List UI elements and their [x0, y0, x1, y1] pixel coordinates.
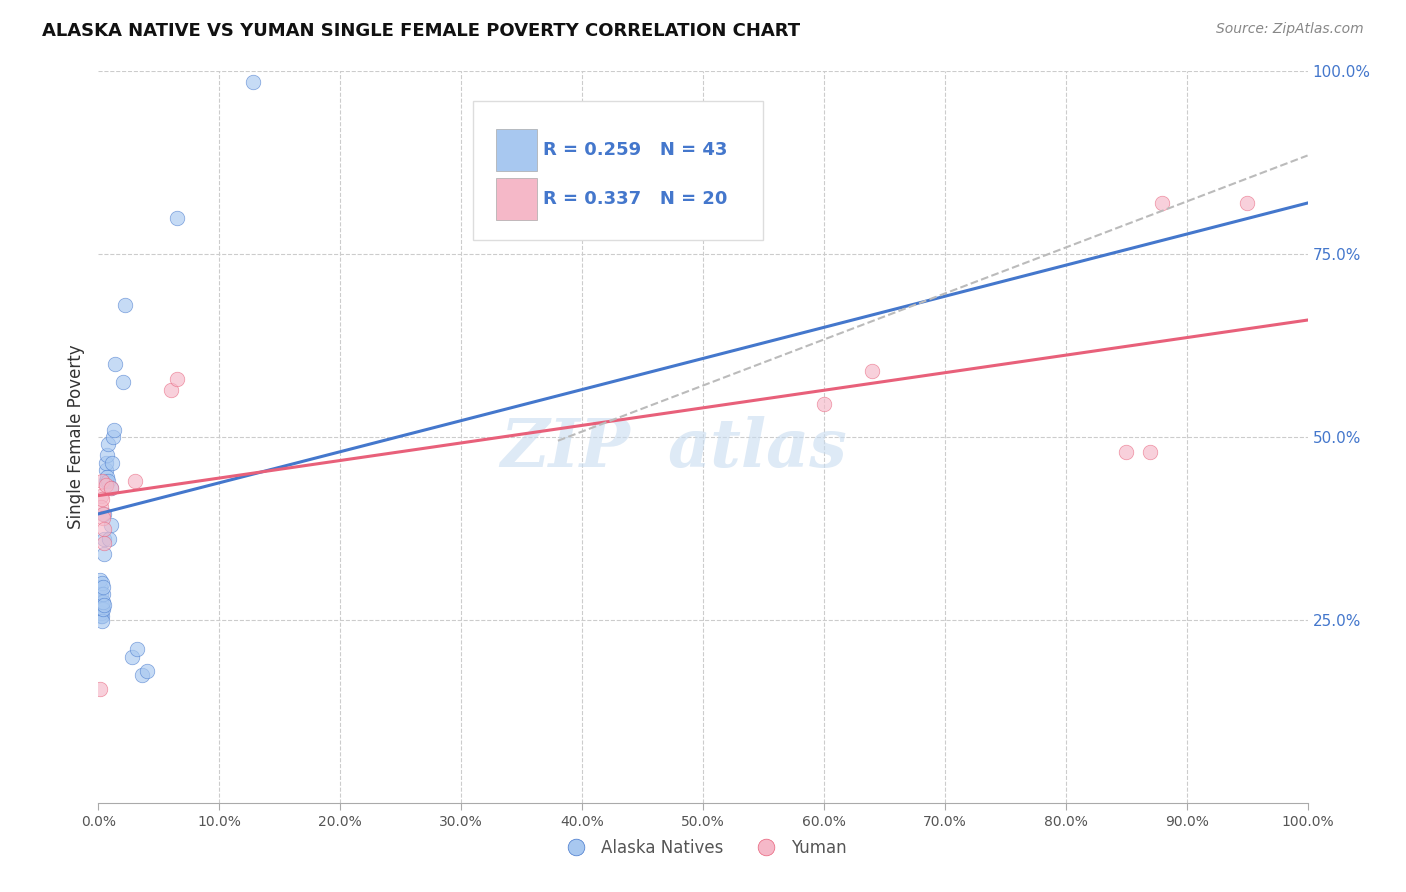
- Point: [97, 474, 120, 488]
- Point: [94, 474, 117, 488]
- Point: [90, 489, 112, 503]
- Point: [100, 456, 122, 470]
- Point: [91, 602, 114, 616]
- Point: [101, 430, 124, 444]
- Point: [100, 517, 122, 532]
- Point: [1115, 444, 1137, 458]
- FancyBboxPatch shape: [496, 129, 537, 171]
- Point: [93, 599, 115, 613]
- Point: [89, 599, 111, 613]
- Point: [96, 448, 118, 462]
- Legend: Alaska Natives, Yuman: Alaska Natives, Yuman: [553, 832, 853, 864]
- Point: [100, 481, 122, 495]
- Text: R = 0.337   N = 20: R = 0.337 N = 20: [543, 190, 728, 208]
- Point: [93, 547, 115, 561]
- Text: Source: ZipAtlas.com: Source: ZipAtlas.com: [1216, 22, 1364, 37]
- Point: [90, 609, 112, 624]
- Point: [813, 397, 835, 411]
- Point: [90, 594, 112, 608]
- Point: [160, 383, 183, 397]
- Point: [93, 536, 115, 550]
- Point: [90, 587, 112, 601]
- Text: ALASKA NATIVE VS YUMAN SINGLE FEMALE POVERTY CORRELATION CHART: ALASKA NATIVE VS YUMAN SINGLE FEMALE POV…: [42, 22, 800, 40]
- Point: [104, 357, 127, 371]
- Point: [94, 456, 117, 470]
- Point: [89, 573, 111, 587]
- Point: [98, 533, 121, 547]
- Point: [131, 667, 153, 681]
- Point: [91, 510, 114, 524]
- Point: [93, 507, 115, 521]
- FancyBboxPatch shape: [474, 101, 763, 240]
- Point: [94, 463, 117, 477]
- Point: [860, 364, 883, 378]
- Point: [166, 211, 188, 225]
- Point: [100, 481, 122, 495]
- Point: [89, 580, 111, 594]
- Point: [111, 376, 134, 390]
- Point: [127, 642, 149, 657]
- Text: R = 0.259   N = 43: R = 0.259 N = 43: [543, 141, 728, 159]
- Point: [91, 474, 114, 488]
- Point: [91, 492, 114, 507]
- Point: [91, 580, 114, 594]
- Point: [1152, 196, 1174, 211]
- Point: [96, 470, 118, 484]
- Point: [91, 576, 114, 591]
- Point: [90, 602, 112, 616]
- Y-axis label: Single Female Poverty: Single Female Poverty: [66, 345, 84, 529]
- Point: [90, 606, 112, 620]
- Point: [91, 594, 114, 608]
- Point: [91, 507, 114, 521]
- Point: [90, 500, 112, 514]
- Point: [135, 664, 157, 678]
- Point: [91, 599, 114, 613]
- Point: [1236, 196, 1258, 211]
- Point: [91, 587, 114, 601]
- Point: [91, 609, 114, 624]
- Point: [103, 423, 125, 437]
- Point: [93, 521, 115, 535]
- Point: [1139, 444, 1161, 458]
- Point: [91, 602, 114, 616]
- Point: [121, 649, 143, 664]
- Point: [114, 298, 136, 312]
- Point: [97, 437, 120, 451]
- Text: atlas: atlas: [666, 416, 846, 481]
- Text: ZIP: ZIP: [501, 416, 630, 481]
- Point: [93, 533, 115, 547]
- Point: [94, 477, 117, 491]
- Point: [124, 474, 146, 488]
- FancyBboxPatch shape: [496, 178, 537, 219]
- Point: [166, 371, 188, 385]
- Point: [89, 682, 111, 697]
- Point: [91, 615, 114, 629]
- Point: [242, 75, 264, 89]
